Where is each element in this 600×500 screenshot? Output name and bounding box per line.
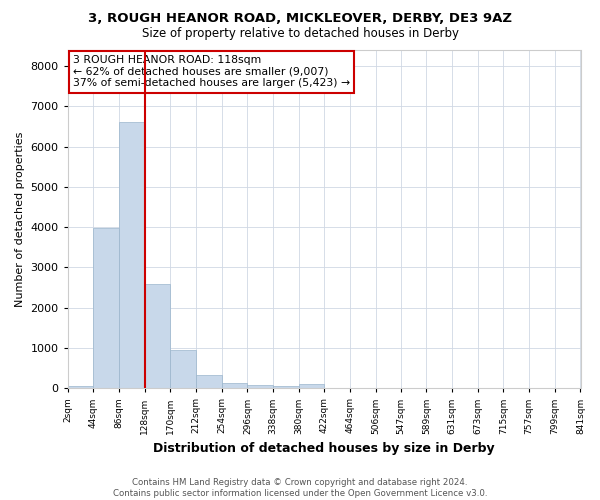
Bar bbox=[170, 350, 196, 389]
Bar bbox=[273, 386, 299, 388]
X-axis label: Distribution of detached houses by size in Derby: Distribution of detached houses by size … bbox=[153, 442, 495, 455]
Text: 3, ROUGH HEANOR ROAD, MICKLEOVER, DERBY, DE3 9AZ: 3, ROUGH HEANOR ROAD, MICKLEOVER, DERBY,… bbox=[88, 12, 512, 26]
Text: 3 ROUGH HEANOR ROAD: 118sqm
← 62% of detached houses are smaller (9,007)
37% of : 3 ROUGH HEANOR ROAD: 118sqm ← 62% of det… bbox=[73, 55, 350, 88]
Text: Contains HM Land Registry data © Crown copyright and database right 2024.
Contai: Contains HM Land Registry data © Crown c… bbox=[113, 478, 487, 498]
Bar bbox=[222, 383, 247, 388]
Text: Size of property relative to detached houses in Derby: Size of property relative to detached ho… bbox=[142, 28, 458, 40]
Bar bbox=[119, 122, 145, 388]
Y-axis label: Number of detached properties: Number of detached properties bbox=[15, 132, 25, 307]
Bar bbox=[196, 375, 222, 388]
Bar bbox=[94, 228, 119, 388]
Bar bbox=[299, 384, 325, 388]
Bar bbox=[247, 386, 273, 388]
Bar bbox=[68, 386, 94, 388]
Bar bbox=[145, 284, 170, 389]
